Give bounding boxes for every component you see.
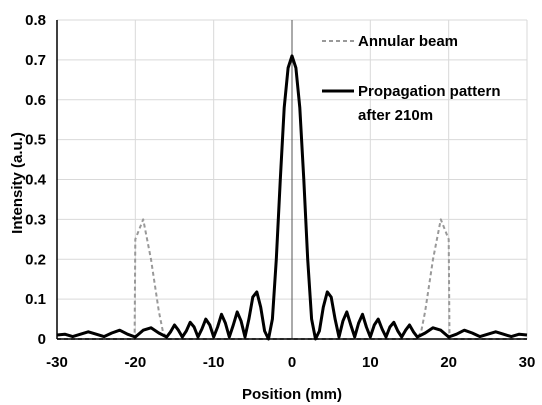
y-tick-label: 0.2 [25, 251, 46, 268]
y-tick-label: 0.6 [25, 92, 46, 109]
x-tick-label: -10 [203, 354, 225, 371]
x-axis-title: Position (mm) [242, 386, 342, 403]
y-tick-label: 0.3 [25, 211, 46, 228]
x-tick-label: 0 [288, 354, 296, 371]
x-tick-label: 30 [519, 354, 536, 371]
x-tick-label: -20 [124, 354, 146, 371]
y-axis-title: Intensity (a.u.) [9, 132, 26, 234]
series-layer [56, 54, 528, 341]
legend-label-propagation-line2: after 210m [358, 107, 433, 124]
legend-label-annular-beam: Annular beam [358, 33, 458, 50]
series-propagation-pattern [56, 54, 528, 341]
x-tick-label: 20 [440, 354, 457, 371]
y-tick-label: 0.7 [25, 52, 46, 69]
y-tick-label: 0 [38, 331, 46, 348]
y-tick-label: 0.1 [25, 291, 46, 308]
x-tick-label: -30 [46, 354, 68, 371]
tick-labels: -30 -20 -10 0 10 20 30 0 0.1 0.2 0.3 0.4 0.5 0.6 0.7 0.… [25, 12, 535, 371]
y-tick-label: 0.5 [25, 132, 46, 149]
x-tick-label: 10 [362, 354, 379, 371]
legend: Annular beam Propagation pattern after 2… [322, 33, 501, 124]
y-tick-label: 0.8 [25, 12, 46, 29]
y-tick-label: 0.4 [25, 172, 47, 189]
axes [56, 20, 527, 340]
legend-label-propagation-line1: Propagation pattern [358, 83, 501, 100]
